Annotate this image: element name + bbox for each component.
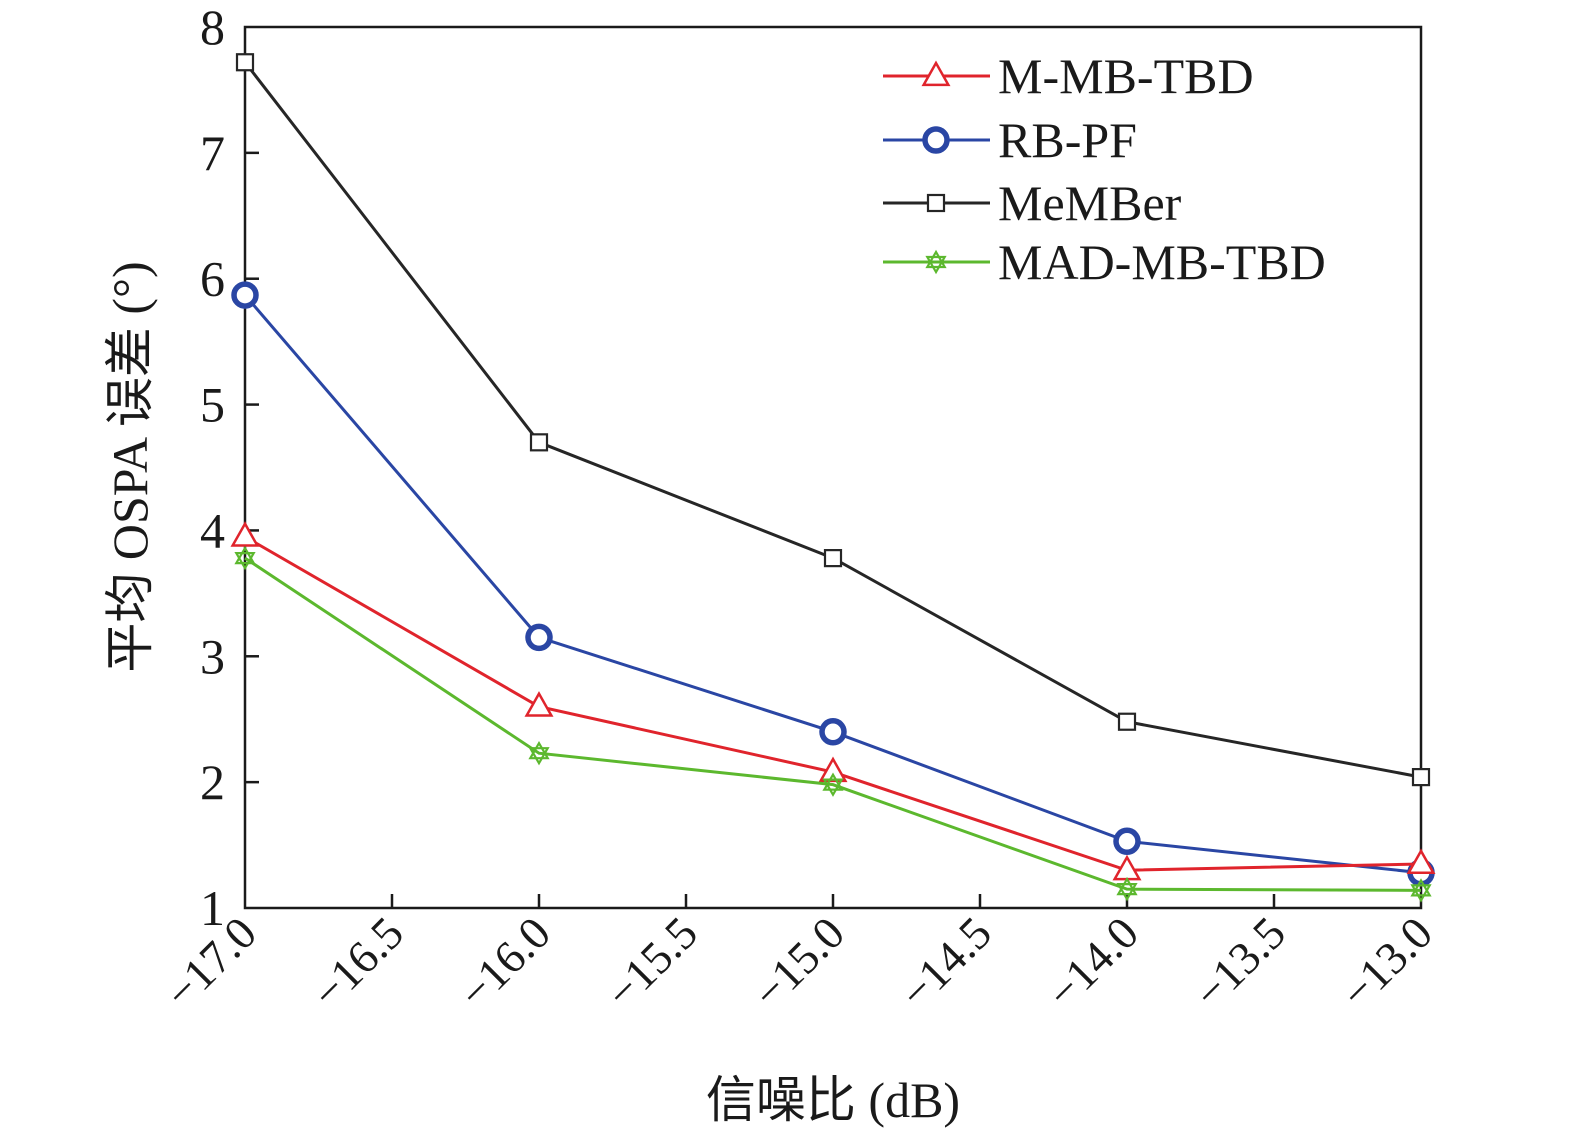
series-m-mb-tbd (230, 521, 1436, 881)
data-point-member (1411, 768, 1431, 787)
y-tick-label: 4 (200, 502, 225, 558)
x-tick-label: −15.5 (596, 907, 707, 1018)
data-point-m-mb-tbd (230, 521, 260, 547)
series-mad-mb-tbd (234, 545, 1432, 903)
data-point-mad-mb-tbd (234, 545, 256, 565)
legend-item-member: MeMBer (883, 175, 1182, 231)
legend-marker-mad-mb-tbd (925, 255, 947, 275)
data-point-m-mb-tbd (818, 756, 848, 783)
data-point-m-mb-tbd (524, 691, 554, 717)
data-point-member (529, 433, 549, 452)
data-point-member (823, 549, 843, 568)
y-tick-label: 7 (200, 125, 225, 181)
data-point-rb-pf (819, 718, 847, 746)
legend-marker-rb-pf (922, 126, 950, 154)
data-point-rb-pf (1113, 827, 1141, 856)
x-tick-label: −15.0 (743, 907, 854, 1018)
legend-label-rb-pf: RB-PF (998, 112, 1137, 168)
data-point-rb-pf (525, 623, 553, 652)
data-point-mad-mb-tbd (822, 772, 844, 791)
data-point-m-mb-tbd (1406, 848, 1436, 875)
series-member (235, 53, 1431, 787)
data-point-mad-mb-tbd (1116, 883, 1138, 902)
legend-marker-m-mb-tbd (921, 60, 951, 87)
y-tick-label: 6 (200, 251, 225, 307)
legend-marker-member (926, 193, 946, 213)
data-point-mad-mb-tbd (1116, 876, 1138, 896)
x-tick-label: −13.5 (1184, 907, 1295, 1018)
y-tick-label: 1 (200, 880, 225, 936)
data-point-mad-mb-tbd (1410, 884, 1432, 903)
data-point-mad-mb-tbd (1410, 878, 1432, 897)
legend-label-member: MeMBer (998, 175, 1182, 231)
legend-item-mad-mb-tbd: MAD-MB-TBD (883, 234, 1326, 290)
y-axis-label: 平均 OSPA 误差 (°) (102, 261, 158, 672)
x-tick-label: −16.5 (302, 907, 413, 1018)
x-tick-label: −13.0 (1331, 907, 1442, 1018)
x-axis-label: 信噪比 (dB) (706, 1072, 960, 1128)
series-layer (230, 53, 1436, 903)
legend-item-m-mb-tbd: M-MB-TBD (883, 48, 1254, 104)
legend-marker-mad-mb-tbd (925, 249, 947, 269)
y-tick-label: 5 (200, 377, 225, 433)
data-point-member (235, 53, 255, 72)
x-tick-label: −14.5 (890, 907, 1001, 1018)
y-tick-label: 8 (200, 0, 225, 55)
y-tick-label: 3 (200, 628, 225, 684)
data-point-mad-mb-tbd (234, 552, 256, 571)
series-rb-pf (231, 281, 1435, 887)
series-line-m-mb-tbd (244, 535, 1422, 872)
legend-label-m-mb-tbd: M-MB-TBD (998, 48, 1254, 104)
x-tick-label: −14.0 (1037, 907, 1148, 1018)
data-point-mad-mb-tbd (528, 741, 550, 760)
data-point-mad-mb-tbd (822, 778, 844, 797)
data-point-rb-pf (231, 281, 259, 309)
legend-label-mad-mb-tbd: MAD-MB-TBD (998, 234, 1326, 290)
y-tick-label: 2 (200, 754, 225, 810)
data-point-member (1117, 712, 1137, 731)
legend-item-rb-pf: RB-PF (883, 112, 1137, 168)
data-point-mad-mb-tbd (528, 747, 550, 766)
x-tick-label: −16.0 (449, 907, 560, 1018)
series-line-member (243, 61, 1422, 779)
series-line-mad-mb-tbd (244, 556, 1422, 892)
